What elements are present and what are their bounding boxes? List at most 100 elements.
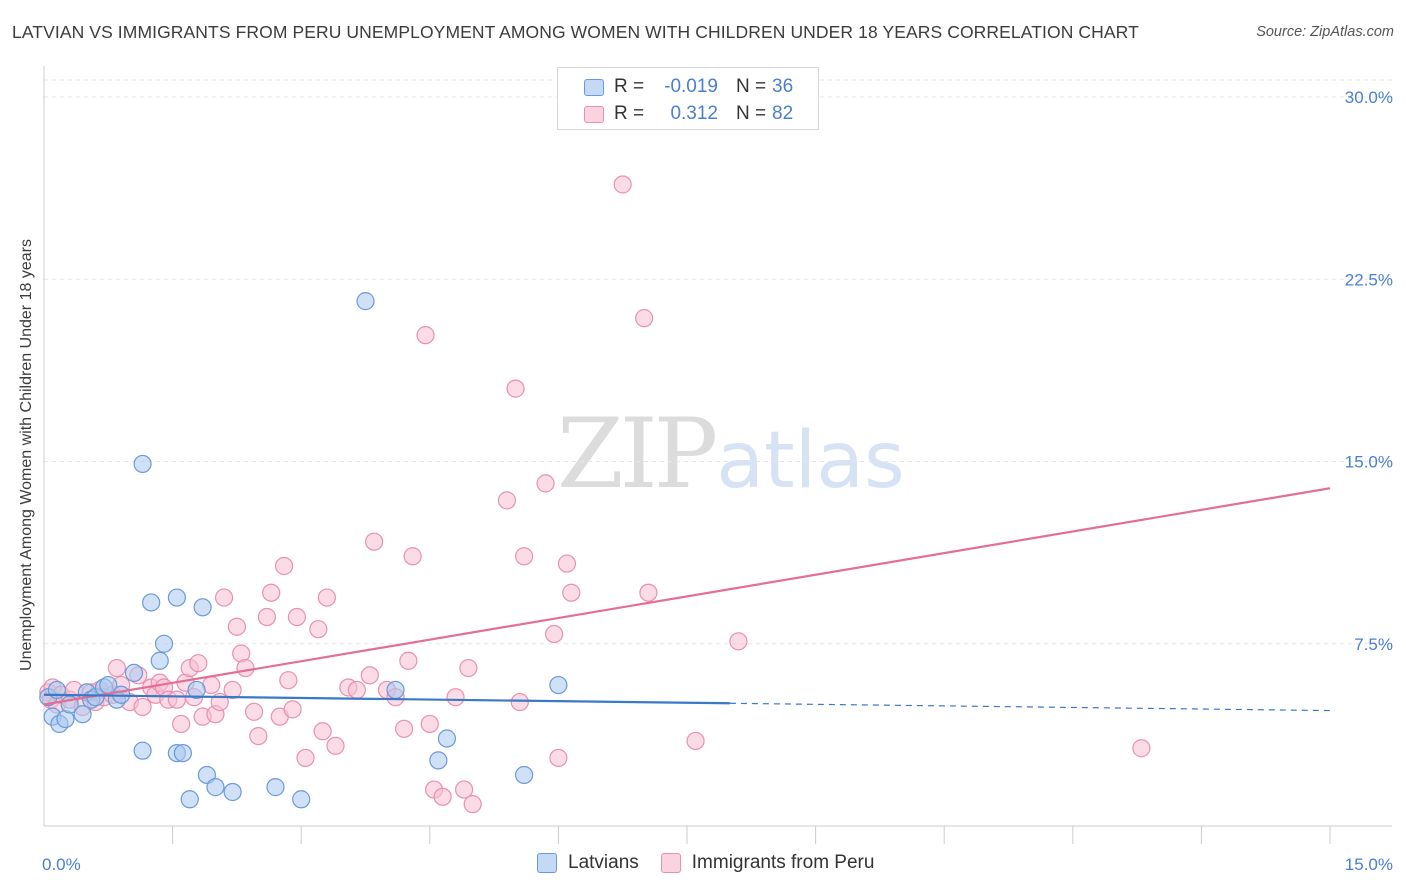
peru-point [399,651,418,670]
peru-point [549,748,568,768]
latvian-point [173,744,192,763]
legend-row-latvians: R = -0.019 N = 36 [558,75,793,99]
tick-labels: 7.5% 15.0% 22.5% 30.0% 0.0% 15.0% [42,88,1393,874]
peru-point [510,692,529,712]
legend-n-label: N = [736,103,767,124]
peru-point [360,666,379,685]
peru-legend-swatch [660,853,681,873]
legend-r-value: -0.019 [664,76,718,97]
latvians-legend-swatch [537,853,557,873]
peru-point [686,731,705,751]
x-tick-label: 15.0% [1345,855,1393,874]
source-attribution: Source: ZipAtlas.com [1256,24,1394,40]
latvian-point [73,705,92,724]
peru-point [262,583,281,602]
peru-point [497,491,517,510]
peru-point [249,726,268,746]
legend-r-label: R = [614,76,645,97]
latvian-point [133,741,152,760]
peru-point [313,722,332,741]
peru-legend-label: Immigrants from Peru [691,852,875,873]
latvian-trend-extension [729,702,1331,712]
peru-point [562,583,581,602]
peru-point [214,588,234,607]
peru-point [244,702,264,721]
latvian-point [292,790,311,809]
peru-point [133,697,152,717]
latvians-legend-label: Latvians [568,852,639,873]
legend-item-latvians[interactable]: Latvians [537,852,639,874]
peru-point [420,714,439,734]
latvian-point [124,663,144,683]
peru-point [227,617,246,636]
y-tick-label: 15.0% [1345,453,1393,472]
peru-point [1132,739,1151,758]
latvians-swatch [584,78,604,96]
peru-point [416,326,435,345]
peru-point [463,795,482,814]
peru-point [446,688,465,707]
peru-point [296,748,315,768]
latvian-point [150,651,169,670]
chart-title: LATVIAN VS IMMIGRANTS FROM PERU UNEMPLOY… [12,22,1139,42]
peru-point [309,620,328,639]
peru-point [326,736,345,755]
peru-point [347,680,367,700]
peru-point [274,556,294,576]
peru-point [189,654,208,673]
peru-point [459,658,478,678]
latvian-points [39,292,568,809]
peru-point [403,547,422,566]
peru-point [107,658,126,678]
legend-item-peru[interactable]: Immigrants from Peru [660,852,875,874]
grid-lines [44,79,1392,645]
trend-lines [43,487,1331,712]
peru-point [639,583,658,602]
series-legend: Latvians Immigrants from Peru [537,852,874,874]
latvian-point [266,778,285,797]
latvian-point [142,593,161,612]
legend-r-label: R = [614,103,645,124]
peru-point [394,719,414,738]
legend-n-value: 82 [772,103,794,124]
peru-point [515,547,534,566]
latvian-point [549,675,568,695]
legend-n-label: N = [736,76,767,97]
peru-point [317,588,337,607]
latvian-point [356,292,375,311]
peru-point [729,632,748,651]
latvian-point [154,634,174,653]
peru-point [364,532,384,551]
legend-r-value: 0.312 [670,103,718,124]
y-tick-label: 30.0% [1345,88,1393,107]
latvian-trend-line [43,693,730,705]
y-tick-label: 7.5% [1354,635,1393,654]
latvian-point [180,790,199,809]
latvian-point [429,751,448,770]
latvian-point [187,680,206,700]
peru-point [172,714,191,734]
peru-point [613,175,632,194]
peru-point [287,607,307,627]
legend-n-value: 36 [772,76,794,97]
legend-row-peru: R = 0.312 N = 82 [558,102,793,126]
y-tick-label: 22.5% [1345,270,1393,289]
peru-point [433,787,452,806]
peru-point [223,680,242,700]
peru-point [545,624,564,644]
latvian-point [206,778,225,797]
x-tick-label: 0.0% [42,855,81,874]
peru-point [635,309,654,328]
peru-point [506,379,525,398]
peru-swatch [584,105,604,123]
latvian-point [386,680,405,700]
peru-point [167,690,186,709]
latvian-point [515,765,534,785]
latvian-point [437,729,457,748]
peru-point [454,780,474,799]
peru-point [257,607,277,627]
peru-point [236,658,255,678]
latvian-point [133,454,152,474]
peru-point [283,700,302,719]
